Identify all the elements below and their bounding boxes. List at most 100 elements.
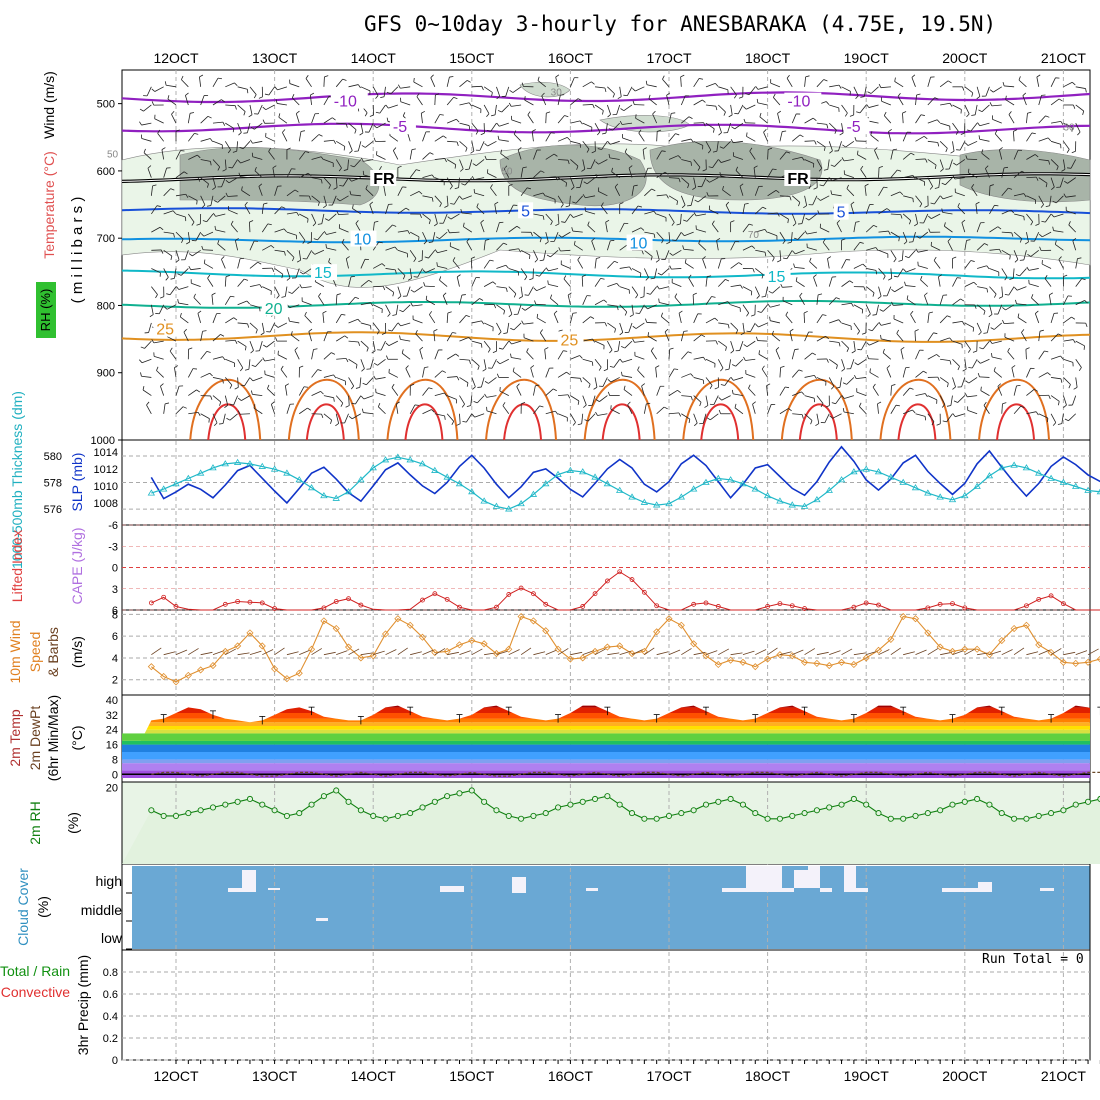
chart-title: GFS 0~10day 3-hourly for ANESBARAKA (4.7…	[364, 12, 997, 36]
wind-speed-marker	[283, 675, 291, 683]
wind-barb-flag	[903, 241, 908, 245]
wind-barb-flag	[933, 256, 937, 261]
wind10-barb	[496, 650, 509, 656]
rh2m-marker	[197, 807, 204, 814]
wind-barb-flag	[447, 216, 452, 220]
wind-barb	[711, 223, 719, 233]
wind-barb-flag	[517, 147, 522, 151]
wind-barb	[831, 193, 842, 197]
wind-barb	[284, 286, 288, 297]
wind-barb-flag	[612, 93, 615, 98]
wind-barb-flag	[669, 265, 672, 270]
wind-barb-flag	[466, 405, 471, 407]
wind-barb-flag	[980, 386, 982, 391]
wind-barb	[471, 85, 482, 88]
wind-barb	[915, 213, 918, 224]
wind-barb	[901, 250, 904, 261]
wind-barb	[693, 313, 699, 324]
wind-barb	[982, 340, 990, 350]
wind-barb	[178, 302, 189, 306]
wind-barb-flag	[486, 129, 491, 132]
wind-barb	[846, 188, 855, 197]
wind-barb	[828, 358, 838, 366]
wind-barb	[471, 298, 480, 306]
wind-barb	[167, 98, 177, 106]
wind-barb-flag	[706, 179, 710, 183]
wind-barb	[1050, 395, 1060, 402]
contour-label-bg	[330, 92, 368, 109]
wind-barb-flag	[360, 395, 365, 400]
wind-barb-flag	[225, 275, 230, 278]
wind-barb	[239, 176, 250, 179]
wind-barb-flag	[209, 372, 213, 377]
wind-barb	[422, 152, 431, 160]
wind10-barb	[188, 648, 199, 656]
wind-barb-flag	[1009, 278, 1014, 280]
wind-barb	[490, 122, 497, 132]
wind-barb	[461, 212, 472, 215]
wind-barb	[446, 413, 455, 422]
wind-barb	[412, 319, 423, 324]
lifted-marker	[358, 602, 364, 608]
wind-barb-flag	[870, 131, 873, 136]
wind-barb-flag	[591, 150, 596, 154]
wind-barb	[779, 131, 783, 142]
wind-barb-flag	[725, 201, 730, 206]
rh2m-marker	[308, 801, 315, 808]
wind-barb	[348, 340, 359, 343]
wind-barb-flag	[418, 259, 423, 262]
wind-barb-flag	[1068, 221, 1071, 226]
wind-speed-marker	[160, 672, 168, 681]
wind-barb	[255, 358, 263, 367]
contour-label-bg	[557, 331, 584, 348]
wind-barb-flag	[416, 169, 421, 172]
wind-barb	[446, 195, 449, 206]
wind-barb-flag	[250, 350, 254, 354]
wind-barb	[496, 242, 504, 251]
wind-barb-flag	[666, 194, 669, 199]
temp-band-warm	[122, 722, 1090, 726]
wind-barb	[993, 86, 1002, 93]
time-label-top: 18OCT	[745, 50, 791, 66]
wind-barb	[674, 296, 682, 306]
wind-barb	[952, 320, 963, 324]
wind-barb-flag	[719, 146, 724, 149]
wind-barb-flag	[836, 219, 840, 224]
wind-barb-flag	[272, 165, 277, 169]
wind-barb-flag	[854, 362, 859, 366]
wind-barb	[868, 120, 879, 124]
wind-barb	[212, 334, 221, 342]
wind-barb-flag	[243, 111, 246, 116]
wind-barb-flag	[648, 94, 651, 99]
rh2m-marker	[160, 812, 167, 819]
wind-barb-flag	[974, 304, 977, 309]
cape-axis-label: CAPE (J/kg)	[69, 527, 85, 604]
wind-barb-flag	[344, 335, 349, 339]
wind-barb	[939, 80, 949, 88]
lifted-axis-label: Lifted Index	[9, 530, 25, 602]
wind-barb	[804, 331, 810, 342]
wind-barb-flag	[582, 274, 587, 277]
wind-barb	[616, 104, 621, 115]
wind-barb	[433, 331, 436, 342]
temperature-axis-label: Temperature (°C)	[41, 151, 57, 259]
wind-barb-flag	[891, 384, 896, 387]
wind-barb	[737, 104, 744, 114]
wind-barb-flag	[442, 292, 447, 296]
wind-barb	[1026, 411, 1037, 415]
wind-barb	[664, 331, 670, 342]
wind-barb-flag	[1073, 386, 1078, 390]
wind-barb	[668, 155, 679, 160]
cloud-block	[268, 888, 280, 890]
thickness-marker	[1084, 486, 1092, 493]
wind-barb	[496, 304, 505, 311]
wind-barb-flag	[964, 393, 968, 398]
wind-barb-flag	[879, 309, 884, 312]
wind-barb	[1068, 224, 1077, 233]
wind-barb-flag	[1060, 378, 1063, 383]
wind-barb	[1026, 232, 1029, 242]
rh-contour-label: 70	[748, 230, 760, 241]
wind-barb-flag	[857, 330, 860, 335]
wind-barb	[668, 177, 680, 179]
time-label-top: 19OCT	[844, 50, 890, 66]
